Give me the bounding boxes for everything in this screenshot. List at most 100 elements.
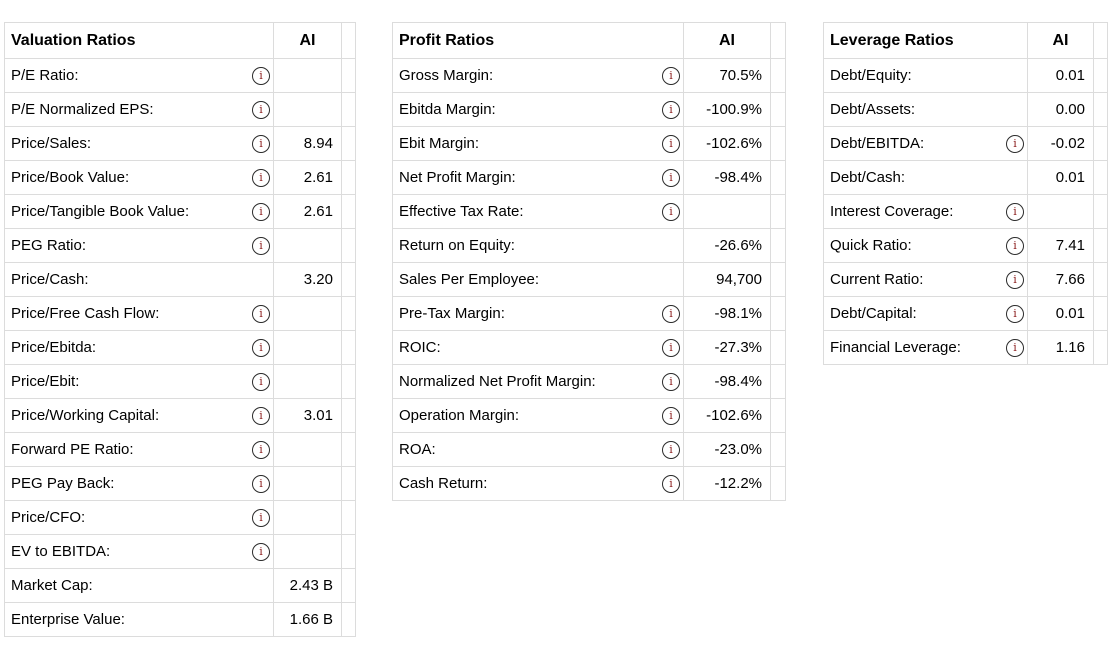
info-icon-glyph: i bbox=[669, 409, 673, 422]
table-row: Enterprise Value: 1.66 B bbox=[4, 602, 356, 637]
spacer-cell bbox=[1093, 58, 1108, 93]
row-label: Interest Coverage: bbox=[830, 203, 954, 220]
row-label: Debt/EBITDA: bbox=[830, 135, 925, 152]
table-row: Ebitda Margin: i -100.9% bbox=[392, 92, 786, 127]
table-row: PEG Ratio: i bbox=[4, 228, 356, 263]
table-row: Market Cap: 2.43 B bbox=[4, 568, 356, 603]
row-label: Normalized Net Profit Margin: bbox=[399, 373, 596, 390]
info-icon[interactable]: i bbox=[1006, 202, 1024, 221]
spacer-cell bbox=[341, 364, 356, 399]
spacer-cell bbox=[770, 466, 786, 501]
row-value: -27.3% bbox=[683, 330, 771, 365]
info-icon[interactable]: i bbox=[662, 100, 680, 119]
info-icon[interactable]: i bbox=[252, 100, 270, 119]
row-label: Price/Ebit: bbox=[11, 373, 80, 390]
info-icon[interactable]: i bbox=[252, 236, 270, 255]
row-value: 2.43 B bbox=[273, 568, 342, 603]
info-icon[interactable]: i bbox=[252, 304, 270, 323]
spacer-cell bbox=[341, 602, 356, 637]
valuation-ratios-table: Valuation Ratios AI P/E Ratio: i P/E Nor… bbox=[4, 22, 356, 637]
info-icon[interactable]: i bbox=[662, 304, 680, 323]
row-value: 3.20 bbox=[273, 262, 342, 297]
leverage-ratios-table: Leverage Ratios AI Debt/Equity: 0.01 Deb… bbox=[823, 22, 1108, 365]
row-label: Market Cap: bbox=[11, 577, 93, 594]
row-value bbox=[273, 228, 342, 263]
info-icon[interactable]: i bbox=[1006, 270, 1024, 289]
row-label: Price/Cash: bbox=[11, 271, 89, 288]
info-icon-glyph: i bbox=[259, 545, 263, 558]
table-row: Debt/Assets: 0.00 bbox=[823, 92, 1108, 127]
row-value bbox=[273, 466, 342, 501]
info-icon[interactable]: i bbox=[252, 372, 270, 391]
spacer-cell bbox=[770, 262, 786, 297]
info-icon[interactable]: i bbox=[252, 542, 270, 561]
value-column-header: AI bbox=[683, 22, 771, 59]
info-icon-glyph: i bbox=[669, 341, 673, 354]
info-icon[interactable]: i bbox=[252, 168, 270, 187]
spacer-cell bbox=[341, 58, 356, 93]
info-icon[interactable]: i bbox=[662, 202, 680, 221]
spacer-cell bbox=[770, 296, 786, 331]
row-label: Price/Working Capital: bbox=[11, 407, 160, 424]
row-label: Debt/Equity: bbox=[830, 67, 912, 84]
info-icon[interactable]: i bbox=[662, 440, 680, 459]
row-value bbox=[273, 296, 342, 331]
info-icon[interactable]: i bbox=[252, 134, 270, 153]
info-icon-glyph: i bbox=[669, 375, 673, 388]
info-icon[interactable]: i bbox=[662, 406, 680, 425]
info-icon[interactable]: i bbox=[252, 66, 270, 85]
spacer-cell bbox=[770, 228, 786, 263]
table-row: Pre-Tax Margin: i -98.1% bbox=[392, 296, 786, 331]
spacer-cell bbox=[770, 160, 786, 195]
info-icon-glyph: i bbox=[669, 103, 673, 116]
row-label: Forward PE Ratio: bbox=[11, 441, 134, 458]
info-icon[interactable]: i bbox=[252, 406, 270, 425]
info-icon[interactable]: i bbox=[662, 338, 680, 357]
info-icon[interactable]: i bbox=[1006, 134, 1024, 153]
table-title: Profit Ratios bbox=[392, 22, 684, 59]
info-icon[interactable]: i bbox=[252, 474, 270, 493]
table-row: Sales Per Employee: 94,700 bbox=[392, 262, 786, 297]
info-icon-glyph: i bbox=[669, 443, 673, 456]
info-icon[interactable]: i bbox=[662, 372, 680, 391]
info-icon-glyph: i bbox=[259, 69, 263, 82]
spacer-cell bbox=[770, 398, 786, 433]
table-row: ROIC: i -27.3% bbox=[392, 330, 786, 365]
table-row: Current Ratio: i 7.66 bbox=[823, 262, 1108, 297]
spacer-cell bbox=[341, 330, 356, 365]
row-value: -26.6% bbox=[683, 228, 771, 263]
table-row: Price/Working Capital: i 3.01 bbox=[4, 398, 356, 433]
table-row: Price/Ebit: i bbox=[4, 364, 356, 399]
row-value: 2.61 bbox=[273, 194, 342, 229]
info-icon-glyph: i bbox=[669, 307, 673, 320]
spacer-cell bbox=[341, 160, 356, 195]
table-row: Debt/Equity: 0.01 bbox=[823, 58, 1108, 93]
info-icon-glyph: i bbox=[1013, 205, 1017, 218]
info-icon-glyph: i bbox=[259, 409, 263, 422]
info-icon[interactable]: i bbox=[252, 202, 270, 221]
row-label: PEG Ratio: bbox=[11, 237, 87, 254]
info-icon-glyph: i bbox=[669, 137, 673, 150]
info-icon[interactable]: i bbox=[252, 440, 270, 459]
info-icon[interactable]: i bbox=[1006, 236, 1024, 255]
row-label: ROIC: bbox=[399, 339, 441, 356]
info-icon[interactable]: i bbox=[252, 338, 270, 357]
row-value: 70.5% bbox=[683, 58, 771, 93]
table-row: Debt/Capital: i 0.01 bbox=[823, 296, 1108, 331]
table-row: Debt/Cash: 0.01 bbox=[823, 160, 1108, 195]
row-label: EV to EBITDA: bbox=[11, 543, 111, 560]
table-row: Debt/EBITDA: i -0.02 bbox=[823, 126, 1108, 161]
info-icon[interactable]: i bbox=[662, 474, 680, 493]
row-value: 0.01 bbox=[1027, 296, 1094, 331]
info-icon[interactable]: i bbox=[252, 508, 270, 527]
info-icon[interactable]: i bbox=[1006, 338, 1024, 357]
info-icon[interactable]: i bbox=[1006, 304, 1024, 323]
info-icon[interactable]: i bbox=[662, 134, 680, 153]
spacer-cell bbox=[341, 500, 356, 535]
info-icon-glyph: i bbox=[259, 137, 263, 150]
info-icon[interactable]: i bbox=[662, 168, 680, 187]
info-icon[interactable]: i bbox=[662, 66, 680, 85]
table-title: Valuation Ratios bbox=[4, 22, 274, 59]
spacer-cell bbox=[770, 194, 786, 229]
row-label: Enterprise Value: bbox=[11, 611, 125, 628]
